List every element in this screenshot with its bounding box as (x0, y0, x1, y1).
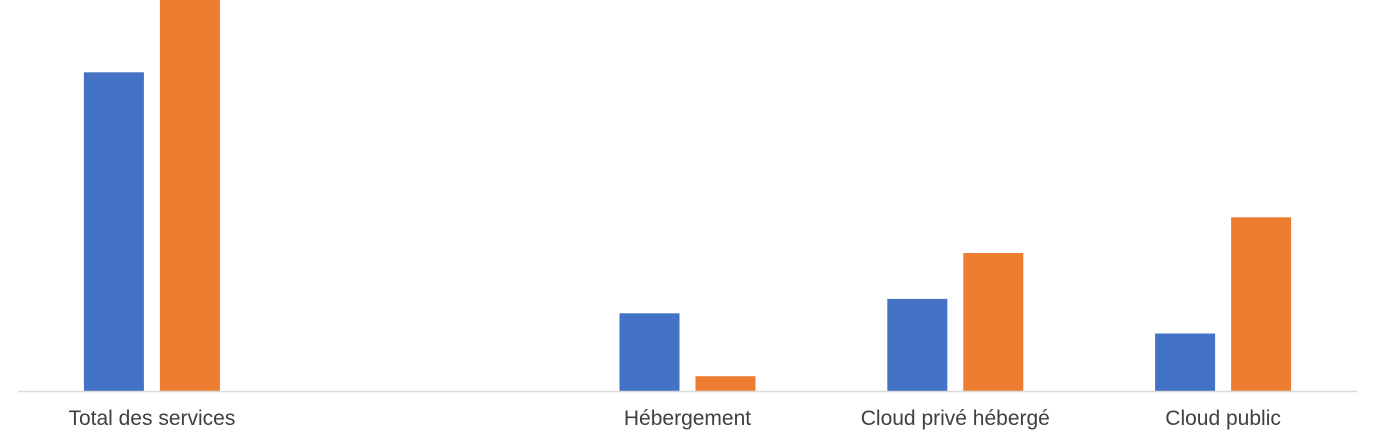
bar-series1-cat5 (1155, 333, 1216, 391)
x-tick-label: Cloud public (1165, 407, 1281, 430)
bar-series1-cat1 (83, 72, 144, 392)
bar-series1-cat4 (887, 298, 948, 391)
bar-series2-cat4 (963, 253, 1024, 391)
bar-series1-cat3 (619, 313, 680, 391)
category-labels-group: Total des services Hébergement Cloud privé… (68, 407, 1280, 430)
x-tick-label: Total des services (68, 407, 235, 430)
bar-series2-cat5 (1231, 217, 1292, 391)
x-tick-label: Hébergement (624, 407, 751, 430)
bars-group (83, 0, 1292, 392)
bar-series2-cat3 (695, 376, 756, 391)
x-tick-label: Cloud privé hébergé (861, 407, 1050, 430)
bar-series2-cat1 (159, 0, 220, 391)
